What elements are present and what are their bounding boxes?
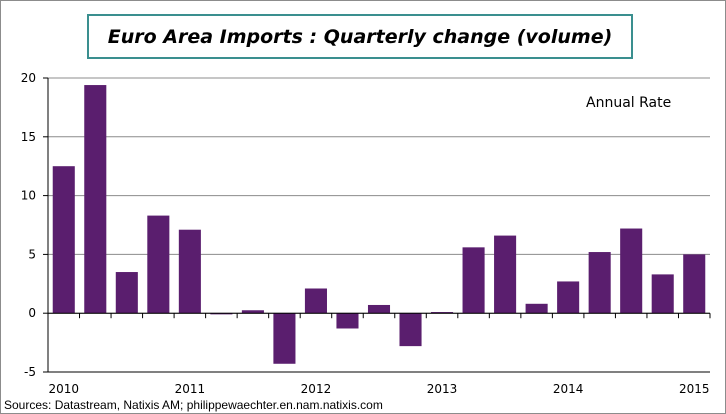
bar-2013Q4 [525,303,548,314]
chart-title: Euro Area Imports : Quarterly change (vo… [87,14,633,59]
source-note: Sources: Datastream, Natixis AM; philipp… [4,398,383,412]
y-tick-labels: -5 0 5 10 15 20 [21,71,36,379]
y-tick-label: 15 [21,130,36,144]
bar-2014Q1 [557,281,580,314]
bar-2013Q2 [462,247,485,314]
y-tick-label: 10 [21,189,36,203]
axes [43,77,711,373]
bar-2014Q4 [651,274,674,314]
y-tick-label: 20 [21,71,36,85]
y-tick-label: -5 [24,365,36,379]
bar-2013Q3 [494,235,517,314]
bar-2011Q3 [241,310,264,314]
y-tick-label: 5 [28,247,36,261]
x-tick-label: 2011 [175,382,206,396]
bar-2011Q2 [210,313,233,315]
x-tick-labels: 2010 2011 2012 2013 2014 2015 [48,382,709,396]
bar-2013Q1 [431,312,454,314]
x-tick-label: 2013 [427,382,458,396]
annual-rate-label: Annual Rate [586,95,671,111]
bar-2012Q4 [399,313,422,347]
bar-2010Q1 [52,166,75,314]
bar-2015Q1 [683,254,706,314]
bar-2010Q4 [147,215,170,314]
bar-2010Q2 [84,85,107,314]
x-tick-label: 2015 [679,382,710,396]
bar-2014Q3 [620,228,643,314]
bar-2012Q1 [304,288,327,314]
bars [52,85,706,364]
x-tick-label: 2014 [553,382,584,396]
bar-2014Q2 [588,252,611,314]
y-tick-label: 0 [28,306,36,320]
bar-2011Q4 [273,313,296,364]
bar-2012Q3 [367,304,391,314]
x-tick-label: 2010 [48,382,79,396]
x-tick-label: 2012 [301,382,332,396]
bar-2012Q2 [336,313,359,329]
bar-2010Q3 [115,272,138,314]
bar-2011Q1 [178,229,201,314]
